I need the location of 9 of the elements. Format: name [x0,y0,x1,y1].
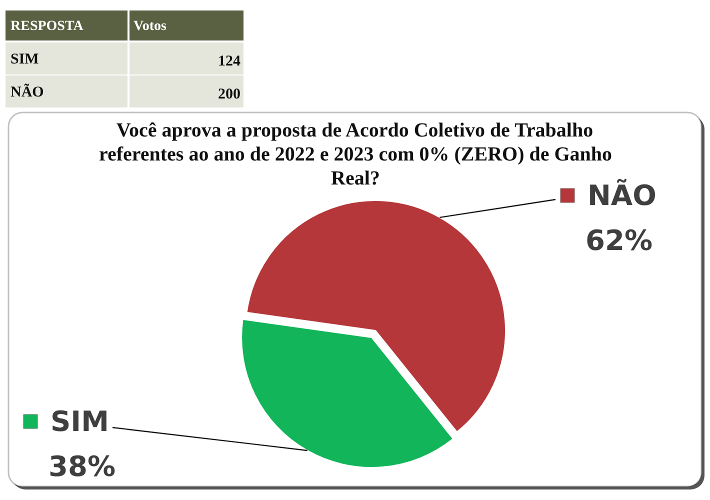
data-label: 38% [48,450,116,483]
legend-label: SIM [50,405,109,438]
data-label: 200 [218,86,240,102]
text: RESPOSTA [10,19,84,34]
category-label: NÃO [10,84,44,100]
text: Votos [134,19,167,34]
category-label: SIM [10,52,39,68]
data-label: 62% [586,224,653,257]
data-label: 124 [218,54,241,70]
